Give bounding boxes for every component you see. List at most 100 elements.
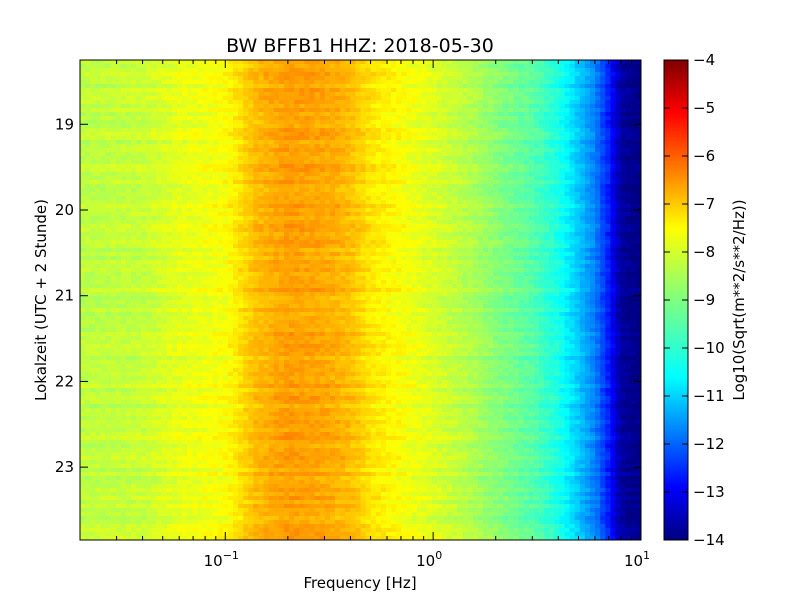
heatmap-cell [477,148,484,153]
heatmap-cell [600,116,606,121]
heatmap-cell [488,120,494,125]
heatmap-cell [503,116,509,121]
heatmap-cell [289,80,295,85]
heatmap-cell [141,64,147,69]
heatmap-cell [488,88,494,93]
heatmap-cell [396,120,402,125]
heatmap-cell [533,64,540,69]
heatmap-cell [187,60,193,65]
heatmap-cell [284,220,290,225]
heatmap-cell [406,76,413,81]
heatmap-cell [233,192,239,197]
heatmap-cell [90,208,96,213]
heatmap-cell [248,136,254,141]
heatmap-cell [595,80,601,85]
heatmap-cell [125,240,132,245]
heatmap-cell [166,124,173,129]
heatmap-cell [161,196,168,201]
heatmap-cell [299,120,305,125]
heatmap-cell [166,76,173,81]
heatmap-cell [176,192,183,197]
heatmap-cell [324,140,331,145]
heatmap-cell [284,104,290,109]
heatmap-cell [396,72,402,77]
heatmap-cell [233,116,239,121]
heatmap-cell [253,96,260,101]
heatmap-cell [600,92,606,97]
heatmap-cell [324,192,331,197]
heatmap-cell [488,204,494,209]
heatmap-cell [574,64,581,69]
heatmap-cell [95,164,101,169]
heatmap-cell [431,124,438,129]
heatmap-cell [197,156,203,161]
heatmap-cell [411,160,418,165]
heatmap-cell [340,100,346,105]
heatmap-cell [442,128,448,133]
heatmap-cell [365,192,372,197]
heatmap-cell [380,84,387,89]
heatmap-cell [462,156,469,161]
heatmap-cell [151,200,158,205]
heatmap-cell [544,212,550,217]
heatmap-cell [380,60,387,65]
heatmap-cell [207,80,214,85]
heatmap-cell [217,84,224,89]
heatmap-cell [115,160,122,165]
heatmap-cell [355,88,362,93]
heatmap-cell [401,124,407,129]
heatmap-cell [90,112,96,117]
heatmap-cell [467,92,474,97]
heatmap-cell [324,80,331,85]
heatmap-cell [528,104,535,109]
heatmap-cell [421,184,428,189]
heatmap-cell [253,228,260,233]
heatmap-cell [574,188,581,193]
heatmap-cell [386,212,392,217]
heatmap-cell [416,132,423,137]
heatmap-cell [539,108,545,113]
heatmap-cell [503,172,509,177]
heatmap-cell [620,128,627,133]
heatmap-cell [141,104,147,109]
heatmap-cell [187,72,193,77]
heatmap-cell [345,112,351,117]
heatmap-cell [569,220,576,225]
heatmap-cell [401,128,407,133]
heatmap-cell [574,136,581,141]
heatmap-cell [564,116,571,121]
heatmap-cell [273,200,280,205]
heatmap-cell [365,124,372,129]
heatmap-cell [493,144,499,149]
heatmap-cell [100,124,107,129]
heatmap-cell [278,128,285,133]
heatmap-cell [513,196,520,201]
heatmap-cell [431,140,438,145]
heatmap-cell [136,96,142,101]
heatmap-cell [340,208,346,213]
heatmap-cell [610,72,617,77]
heatmap-cell [549,112,555,117]
heatmap-cell [95,128,101,133]
heatmap-cell [620,212,627,217]
heatmap-cell [447,104,453,109]
heatmap-cell [171,108,178,113]
heatmap-cell [171,88,178,93]
heatmap-cell [467,116,474,121]
heatmap-cell [182,164,188,169]
heatmap-cell [595,72,601,77]
heatmap-cell [528,236,535,241]
heatmap-cell [299,80,305,85]
heatmap-cell [176,220,183,225]
heatmap-cell [360,128,367,133]
heatmap-cell [467,148,474,153]
heatmap-cell [523,196,530,201]
heatmap-cell [156,216,163,221]
heatmap-cell [161,212,168,217]
heatmap-cell [340,180,346,185]
heatmap-cell [564,228,571,233]
heatmap-cell [365,116,372,121]
heatmap-cell [447,60,453,65]
heatmap-cell [156,160,163,165]
heatmap-cell [421,176,428,181]
